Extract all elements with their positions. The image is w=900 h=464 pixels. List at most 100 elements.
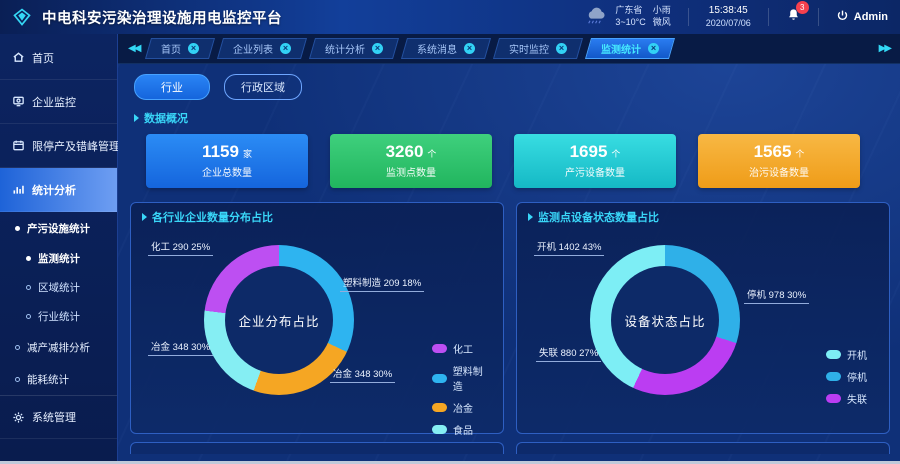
user-menu[interactable]: Admin — [836, 9, 888, 25]
tab-strip: 首页 × 企业列表 × 统计分析 × 系统消息 × 实时监控 × 监测统计 × — [145, 38, 869, 59]
panel-header: 监测点设备状态数量占比 — [528, 209, 878, 225]
stat-unit: 个 — [611, 149, 621, 159]
donut-chart[interactable]: 企业分布占比 — [204, 245, 354, 395]
filter-row: 行业 行政区域 — [134, 74, 890, 100]
sidebar-item-label: 首页 — [32, 52, 54, 65]
main-content: ◀◀ 首页 × 企业列表 × 统计分析 × 系统消息 × 实时监控 × 监测统计 × ▶▶ 行业 行政区… — [118, 34, 900, 461]
bullet-hollow-icon — [26, 314, 31, 319]
legend-label: 停机 — [847, 373, 867, 384]
tabs-scroll-right-icon[interactable]: ▶▶ — [878, 43, 892, 54]
chart-panels: 各行业企业数量分布占比 企业分布占比 化工塑料制造冶金食品 塑料制造 209 1… — [130, 202, 890, 437]
header-divider — [687, 8, 689, 26]
legend-item[interactable]: 化工 — [432, 341, 492, 356]
bullet-filled-icon — [15, 225, 20, 231]
chart-title: 各行业企业数量分布占比 — [152, 212, 273, 224]
sidebar-item[interactable]: 能耗统计 — [0, 363, 117, 395]
clock-date: 2020/07/06 — [705, 17, 751, 28]
stat-value: 1159 家 — [202, 142, 252, 161]
tab-close-icon[interactable]: × — [464, 43, 476, 54]
sidebar-menu: 首页企业监控限停产及错峰管理 统计分析 产污设施统计监测统计区域统计行业统计减产减排… — [0, 36, 120, 439]
section-title: 数据概况 — [144, 113, 188, 125]
tab-close-icon[interactable]: × — [280, 43, 292, 54]
weather-condition: 小雨 — [652, 5, 671, 16]
tab-close-icon[interactable]: × — [556, 43, 568, 54]
chart-icon — [12, 183, 25, 196]
bullet-hollow-icon — [15, 376, 20, 382]
sidebar-item[interactable]: 区域统计 — [0, 273, 117, 302]
stat-unit: 个 — [795, 149, 805, 159]
device-status-panel: 监测点设备状态数量占比 设备状态占比 开机 停机 失联 停机 978 30% 失联 8… — [516, 202, 890, 434]
tab-item[interactable]: 企业列表 × — [217, 38, 308, 59]
tab-item[interactable]: 监测统计 × — [585, 38, 676, 59]
sidebar-item[interactable]: 企业监控 — [0, 80, 117, 124]
sidebar-item-label: 减产减排分析 — [27, 341, 90, 354]
sidebar-item[interactable]: 监测统计 — [0, 244, 117, 273]
tab-close-icon[interactable]: × — [648, 43, 660, 54]
sidebar-item-label: 系统管理 — [32, 412, 76, 424]
header-divider — [817, 8, 819, 26]
tab-close-icon[interactable]: × — [372, 43, 384, 54]
filter-pill[interactable]: 行政区域 — [224, 74, 302, 100]
sidebar-item[interactable]: 限停产及错峰管理 — [0, 124, 120, 168]
stat-value: 1565 个 — [753, 142, 805, 161]
weather-temp: 3~10°C — [615, 17, 646, 27]
stat-unit: 个 — [427, 149, 437, 159]
stat-value: 1695 个 — [569, 142, 621, 161]
bullet-hollow-icon — [26, 285, 31, 290]
donut-center-label: 企业分布占比 — [238, 314, 320, 329]
sidebar-item[interactable]: 系统管理 — [0, 395, 117, 439]
sidebar-item[interactable]: 减产减排分析 — [0, 331, 117, 363]
notifications-button[interactable]: 3 — [786, 0, 809, 28]
next-panel-edge — [516, 442, 890, 454]
sidebar-item-label: 企业监控 — [32, 96, 76, 109]
legend-marker — [432, 425, 447, 434]
calendar-icon — [12, 139, 25, 152]
tab-item[interactable]: 系统消息 × — [401, 38, 492, 59]
sidebar-item-label: 区域统计 — [38, 282, 80, 294]
legend-item[interactable]: 停机 — [826, 369, 867, 384]
chart-legend: 开机停机失联 — [826, 347, 867, 406]
stat-label: 治污设备数量 — [749, 168, 809, 179]
tab-label: 企业列表 — [233, 45, 274, 56]
section-arrow-icon — [528, 213, 533, 221]
clock-time: 15:38:45 — [708, 5, 748, 17]
tab-item[interactable]: 实时监控 × — [493, 38, 584, 59]
chart-legend: 化工塑料制造冶金食品 — [432, 341, 492, 437]
sidebar-item[interactable]: 首页 — [0, 36, 117, 80]
legend-item[interactable]: 塑料制造 — [432, 363, 492, 393]
legend-label: 塑料制造 — [452, 367, 483, 393]
legend-label: 食品 — [453, 426, 473, 437]
tab-label: 实时监控 — [509, 45, 550, 56]
sidebar-item[interactable]: 行业统计 — [0, 302, 117, 331]
tab-item[interactable]: 统计分析 × — [309, 38, 400, 59]
data-overview-label: 数据概况 — [134, 110, 890, 126]
legend-marker — [826, 372, 841, 381]
chart-callout: 冶金 348 30% — [148, 339, 214, 356]
platform-logo-icon — [12, 7, 32, 27]
filter-pill[interactable]: 行业 — [134, 74, 210, 100]
chart-callout: 塑料制造 209 18% — [340, 275, 425, 292]
chart-area: 企业分布占比 化工塑料制造冶金食品 塑料制造 209 18% 冶金 348 30%… — [142, 225, 492, 437]
donut-chart[interactable]: 设备状态占比 — [590, 245, 740, 395]
sidebar-item[interactable]: 统计分析 — [0, 168, 117, 212]
monitor-icon — [12, 95, 25, 108]
section-arrow-icon — [134, 114, 139, 122]
tab-close-icon[interactable]: × — [188, 43, 200, 54]
stat-card: 3260 个监测点数量 — [330, 134, 492, 188]
legend-marker — [432, 344, 447, 353]
sidebar-item[interactable]: 产污设施统计 — [0, 212, 117, 244]
stat-card: 1565 个治污设备数量 — [698, 134, 860, 188]
legend-item[interactable]: 食品 — [432, 422, 492, 437]
panel-header: 各行业企业数量分布占比 — [142, 209, 492, 225]
tabs-scroll-left-icon[interactable]: ◀◀ — [128, 43, 141, 54]
legend-item[interactable]: 失联 — [826, 391, 867, 406]
tab-item[interactable]: 首页 × — [145, 38, 216, 59]
tab-label: 系统消息 — [417, 45, 458, 56]
sidebar-item-label: 监测统计 — [38, 253, 80, 265]
stat-unit: 家 — [242, 149, 252, 159]
legend-item[interactable]: 开机 — [826, 347, 867, 362]
sidebar-item-label: 能耗统计 — [27, 373, 69, 386]
stat-value: 3260 个 — [385, 142, 437, 161]
legend-item[interactable]: 冶金 — [432, 400, 492, 415]
